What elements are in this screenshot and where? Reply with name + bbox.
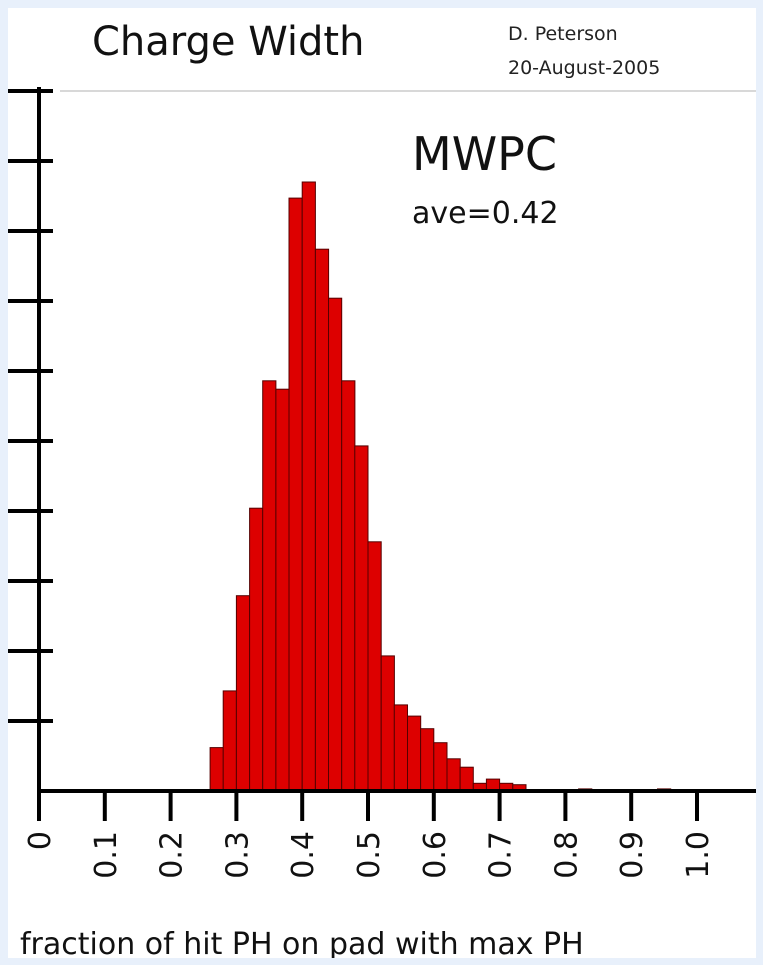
histogram-bar-8 <box>314 248 330 792</box>
histogram-bar-14 <box>393 704 408 792</box>
histogram-bar-3 <box>249 507 264 792</box>
axes-group <box>8 87 756 821</box>
x-tick-label-6: 0.6 <box>418 831 453 879</box>
histogram-bar-10 <box>341 380 356 792</box>
chart-title: Charge Width <box>92 19 364 65</box>
x-tick-label-3: 0.3 <box>220 831 255 879</box>
histogram-bar-12 <box>367 541 382 792</box>
histogram-bar-2 <box>235 595 251 792</box>
histogram-bar-5 <box>275 388 290 792</box>
histogram-bar-1 <box>222 690 237 792</box>
histogram-bar-17 <box>433 742 448 792</box>
x-tick-label-4: 0.4 <box>286 831 321 879</box>
histogram-bar-11 <box>354 445 369 792</box>
x-tick-label-8: 0.8 <box>549 831 584 879</box>
x-axis-label: fraction of hit PH on pad with max PH <box>20 927 584 958</box>
x-tick-labels: 0 0.1 0.2 0.3 0.4 0.5 0.6 0.7 0.8 0.9 1.0 <box>23 831 716 879</box>
chart-frame: Charge Width D. Peterson 20-August-2005 … <box>8 8 756 958</box>
average-label: ave=0.42 <box>412 196 559 231</box>
x-tick-label-9: 0.9 <box>615 831 650 879</box>
histogram-bar-4 <box>262 380 277 792</box>
x-tick-label-2: 0.2 <box>155 831 190 879</box>
x-tick-label-10: 1.0 <box>681 831 716 879</box>
histogram-bar-13 <box>380 655 395 792</box>
histogram-bar-6 <box>288 197 303 792</box>
author-label: D. Peterson <box>508 23 618 45</box>
histogram-bar-16 <box>420 728 435 792</box>
x-tick-label-7: 0.7 <box>484 831 519 879</box>
histogram-chart: Charge Width D. Peterson 20-August-2005 … <box>8 19 756 958</box>
x-tick-label-0: 0 <box>23 831 58 850</box>
histogram-bar-9 <box>328 297 343 792</box>
detector-label: MWPC <box>412 127 557 181</box>
x-tick-label-5: 0.5 <box>352 831 387 879</box>
histogram-bar-0 <box>209 747 224 792</box>
histogram-bar-18 <box>446 758 461 792</box>
histogram-bar-7 <box>301 181 316 792</box>
bars-group <box>209 181 672 792</box>
histogram-bar-19 <box>459 766 474 792</box>
x-tick-label-1: 0.1 <box>89 831 124 879</box>
histogram-bar-15 <box>407 715 422 792</box>
date-label: 20-August-2005 <box>508 57 660 79</box>
